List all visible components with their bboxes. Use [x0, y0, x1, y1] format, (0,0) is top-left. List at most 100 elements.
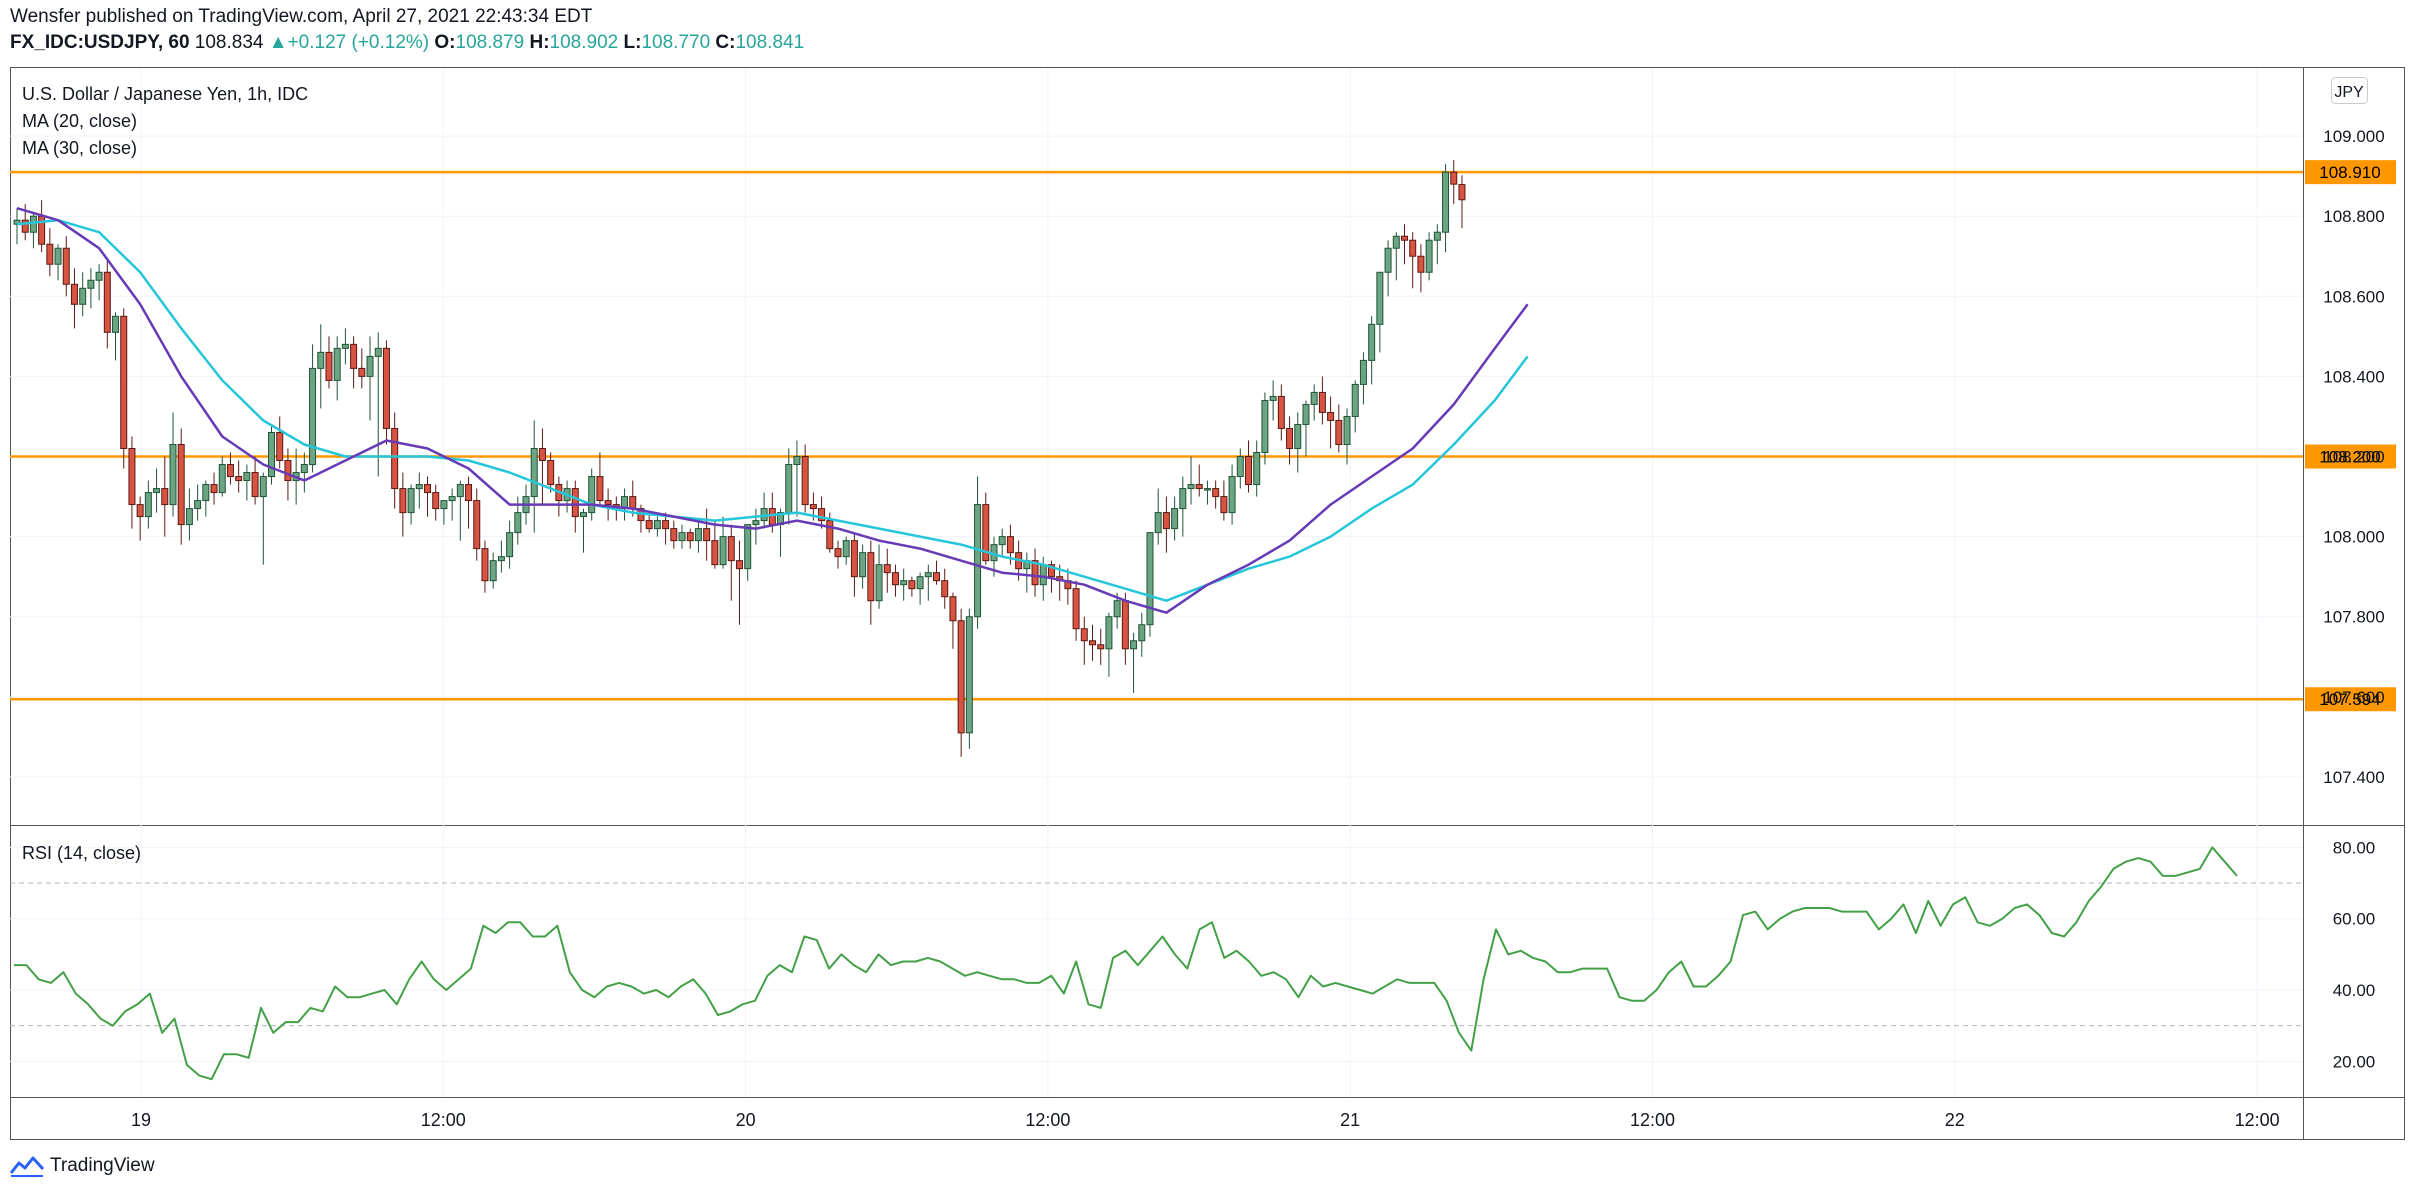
candle-body-up: [588, 476, 596, 514]
candle-body-up: [916, 576, 924, 590]
candle-body-up: [1359, 359, 1367, 385]
candle-body-up: [1376, 271, 1384, 325]
candle-body-down: [1162, 512, 1170, 530]
currency-badge[interactable]: JPY: [2331, 77, 2368, 104]
symbol-info-line: FX_IDC:USDJPY, 60 108.834 ▲+0.127 (+0.12…: [10, 32, 804, 54]
open-value: 108.879: [455, 32, 525, 53]
low-label: L:: [623, 32, 642, 53]
close-value: 108.841: [735, 32, 805, 53]
candle-body-up: [54, 247, 62, 265]
candle-body-up: [1187, 484, 1195, 490]
candle-body-up: [333, 347, 341, 381]
level-price-badge: [2305, 444, 2396, 469]
candle-body-down: [818, 508, 826, 522]
candle-body-down: [70, 283, 78, 305]
rsi-pane: [10, 846, 2303, 1081]
candle-body-down: [62, 247, 70, 285]
candle-body-down: [604, 500, 612, 506]
price-tick-label: 108.000: [2323, 528, 2384, 547]
candle-body-down: [826, 520, 834, 550]
candle-body-up: [456, 484, 464, 498]
candle-body-up: [1425, 239, 1433, 273]
candle-body-down: [941, 580, 949, 598]
candle-body-down: [391, 427, 399, 490]
ma20-line: [16, 207, 1529, 614]
candle-body-up: [1302, 403, 1310, 425]
tradingview-logo-icon: [10, 1156, 44, 1177]
candle-body-down: [432, 492, 440, 510]
legend-ma30: MA (30, close): [22, 138, 137, 158]
candle-body-up: [112, 315, 120, 333]
candle-body-up: [1384, 247, 1392, 273]
candle-body-up: [924, 572, 932, 578]
candle-body-up: [506, 532, 514, 558]
candle-body-down: [424, 484, 431, 494]
rsi-tick-label: 60.00: [2333, 910, 2376, 929]
candle-body-down: [120, 315, 128, 450]
candle-body-down: [136, 504, 144, 518]
candle-body-down: [596, 476, 604, 502]
candle-body-up: [875, 564, 883, 602]
candle-body-up: [29, 215, 37, 233]
price-tick-label: 109.000: [2323, 127, 2384, 146]
candle-body-down: [834, 548, 842, 558]
candle-body-up: [309, 367, 317, 466]
candle-body-down: [1245, 456, 1252, 486]
candle-body-down: [645, 520, 653, 530]
price-tick-label: 108.800: [2323, 207, 2384, 226]
candle-body-down: [1409, 239, 1417, 257]
candle-body-up: [1113, 600, 1121, 618]
candle-body-up: [1203, 488, 1211, 491]
level-price-label: 108.910: [2319, 163, 2380, 182]
publisher-line: Wensfer published on TradingView.com, Ap…: [10, 6, 593, 27]
chart-frame: [10, 67, 2405, 1140]
candle-body-up: [1269, 395, 1277, 401]
candle-body-down: [128, 448, 136, 506]
candle-body-down: [1080, 628, 1088, 642]
candle-body-up: [744, 524, 752, 570]
candle-body-down: [177, 443, 185, 526]
candle-body-up: [13, 219, 21, 225]
candle-body-down: [473, 500, 481, 550]
candle-body-up: [842, 540, 850, 558]
candle-body-down: [1458, 184, 1466, 201]
candle-body-up: [1171, 508, 1179, 530]
candle-body-down: [801, 456, 809, 506]
candle-body-down: [1047, 564, 1055, 578]
candle-body-down: [481, 548, 489, 582]
candle-body-down: [933, 572, 941, 582]
tradingview-brand: TradingView: [50, 1155, 155, 1176]
horizontal-levels: 108.910 108.200 107.594: [10, 160, 2396, 712]
candle-body-up: [153, 488, 161, 494]
ma30-line: [16, 218, 1529, 602]
candle-body-up: [95, 271, 103, 281]
candle-body-up: [366, 355, 374, 377]
price-tick-label: 107.400: [2323, 768, 2384, 787]
time-tick-label: 22: [1945, 1110, 1965, 1130]
open-label: O:: [434, 32, 456, 53]
chart-legend: U.S. Dollar / Japanese Yen, 1h, IDC MA (…: [22, 84, 308, 863]
candle-body-up: [1105, 616, 1113, 650]
candle-body-down: [1072, 588, 1080, 630]
time-tick-label: 12:00: [2235, 1110, 2280, 1130]
candle-body-down: [735, 560, 743, 570]
candle-body-down: [1212, 488, 1220, 498]
last-price: 108.834: [194, 32, 264, 53]
rsi-tick-label: 20.00: [2333, 1052, 2376, 1071]
candle-body-down: [571, 488, 579, 518]
candle-body-up: [169, 443, 177, 506]
candle-body-up: [1294, 423, 1302, 450]
candle-body-up: [1253, 452, 1261, 486]
level-price-label: 107.594: [2319, 690, 2380, 709]
level-price-label: 108.200: [2319, 448, 2380, 467]
candle-body-up: [752, 520, 760, 526]
candle-body-up: [1433, 231, 1441, 241]
candle-body-down: [226, 464, 234, 478]
price-tick-label: 108.200: [2323, 448, 2384, 467]
candle-body-up: [243, 472, 251, 482]
candle-body-up: [965, 616, 973, 734]
candle-body-down: [1006, 536, 1014, 554]
candle-body-up: [1343, 415, 1351, 445]
candle-body-down: [1097, 644, 1105, 650]
